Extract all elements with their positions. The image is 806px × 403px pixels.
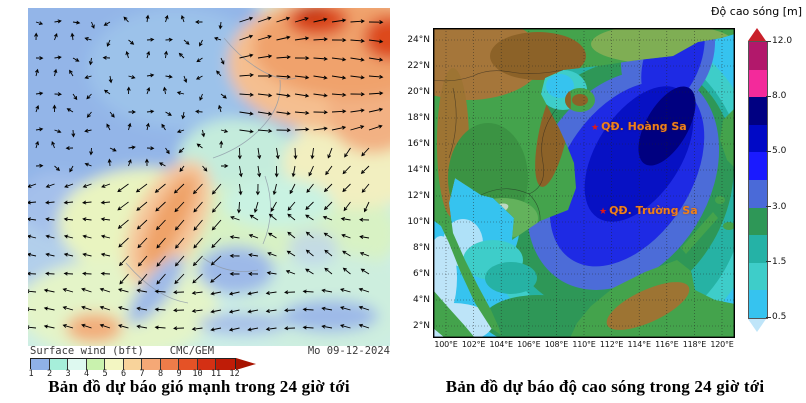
wave-colorbar-segment [749, 262, 767, 291]
wave-y-tick-label: 10°N [407, 217, 430, 227]
wave-colorbar [748, 28, 768, 332]
archipelago-label-text: QĐ. Hoàng Sa [601, 120, 687, 133]
wind-colorbar-segment [105, 359, 124, 370]
wind-colorbar-segment [49, 359, 68, 370]
archipelago-label: ★ QĐ. Hoàng Sa [591, 120, 687, 133]
wave-colorbar-segment [749, 207, 767, 236]
wave-colorbar-tick-label: 5.0 [772, 146, 787, 157]
wave-y-tick-label: 20°N [407, 87, 430, 97]
wind-colorbar-tick-label: 8 [157, 369, 164, 379]
wind-map-caption: Bản đồ dự báo gió mạnh trong 24 giờ tới [48, 377, 350, 396]
wave-y-tick-label: 24°N [407, 35, 430, 45]
wave-colorbar-tick-label: 0.5 [772, 312, 787, 322]
wave-x-tick-label: 120°E [710, 340, 734, 349]
wave-y-tick-label: 2°N [413, 321, 430, 331]
wave-x-tick-label: 114°E [627, 340, 652, 349]
archipelago-label-text: QĐ. Trường Sa [609, 204, 698, 217]
wave-y-tick-label: 14°N [407, 165, 430, 175]
wave-colorbar-tick-mark [766, 316, 771, 318]
wind-arrows [25, 14, 384, 332]
wind-colorbar-segments [30, 358, 236, 370]
wind-colorbar-tick-label: 9 [176, 369, 182, 379]
wave-map-caption: Bản đồ dự báo độ cao sóng trong 24 giờ t… [445, 377, 765, 396]
wind-date-label: Mo 09-12-2024 [307, 345, 390, 357]
wave-map-canvas [413, 0, 763, 353]
wave-colorbar-tick-mark [766, 206, 771, 208]
wave-colorbar-title: Độ cao sóng [m] [711, 5, 802, 18]
wave-colorbar-segment [749, 179, 767, 208]
wave-colorbar-segment [749, 152, 767, 180]
wind-colorbar-tick-label: 12 [229, 369, 240, 379]
wave-colorbar-segment [749, 42, 767, 70]
wind-colorbar-tick-label: 10 [192, 369, 203, 379]
map-frame [432, 27, 736, 339]
wind-colorbar-tick-label: 1 [28, 369, 34, 379]
wind-colorbar-segment [86, 359, 105, 370]
wave-x-tick-label: 118°E [682, 340, 707, 349]
wind-legend-label: Surface wind (bft) [30, 345, 144, 357]
wave-colorbar-segment [749, 97, 767, 125]
wind-legend-row: Surface wind (bft) CMC/GEM Mo 09-12-2024 [30, 345, 390, 358]
wave-y-tick-label: 4°N [413, 295, 430, 305]
wind-colorbar-segment [216, 359, 235, 370]
wind-colorbar [30, 358, 256, 370]
wind-map [0, 0, 458, 358]
wave-colorbar-arrow-top [748, 28, 766, 41]
wind-colorbar-segment [142, 359, 161, 370]
wave-y-tick-label: 8°N [413, 243, 430, 253]
wave-x-tick-label: 104°E [489, 340, 514, 349]
wind-colorbar-segment [197, 359, 216, 370]
archipelago-label: ★ QĐ. Trường Sa [599, 204, 698, 217]
wind-colorbar-tick-label: 3 [65, 369, 71, 379]
wave-colorbar-tick-label: 8.0 [772, 91, 787, 102]
island-marker-icon: ★ [599, 207, 608, 217]
wind-colorbar-tick-label: 6 [120, 369, 127, 379]
wave-colorbar-arrow-bottom [748, 318, 766, 332]
island-marker-icon: ★ [591, 123, 600, 133]
grid-lines [433, 28, 735, 338]
wind-colorbar-segment [179, 359, 198, 370]
wave-colorbar-tick-label: 3.0 [772, 201, 787, 212]
wind-colorbar-tick-label: 2 [46, 369, 53, 379]
wave-colorbar-segment [749, 290, 767, 318]
wave-colorbar-tick-label: 1.5 [772, 256, 787, 267]
wave-y-tick-label: 22°N [407, 61, 430, 71]
wind-colorbar-segment [123, 359, 142, 370]
wave-x-tick-label: 108°E [544, 340, 569, 349]
wind-colorbar-segment [68, 359, 87, 370]
wind-colorbar-segment [160, 359, 179, 370]
wave-colorbar-tick-mark [766, 95, 771, 97]
wave-colorbar-segments [748, 41, 768, 319]
wave-x-tick-label: 100°E [434, 340, 458, 349]
wave-x-tick-label: 116°E [655, 340, 679, 349]
wave-x-tick-label: 112°E [599, 340, 624, 349]
wind-colorbar-tick-label: 4 [83, 369, 90, 379]
wave-y-tick-label: 6°N [413, 269, 430, 279]
wind-model-label: CMC/GEM [169, 345, 215, 357]
wave-x-tick-label: 110°E [572, 340, 596, 349]
wind-colorbar-tick-label: 11 [210, 369, 222, 379]
wind-colorbar-tick-label: 7 [139, 369, 145, 379]
wind-colorbar-tick-label: 5 [102, 369, 108, 379]
wind-colorbar-arrow [235, 358, 256, 370]
wave-colorbar-segment [749, 69, 767, 98]
wind-colorbar-ticks: 1 2 3 4 5 6 7 8 9 10 11 12 [28, 369, 270, 379]
wave-colorbar-tick-mark [766, 40, 771, 42]
wave-y-tick-label: 18°N [407, 113, 430, 123]
wave-colorbar-tick-mark [766, 261, 771, 263]
wave-colorbar-segment [749, 124, 767, 153]
wave-map: ★ QĐ. Hoàng Sa ★ QĐ. Trường Sa [413, 0, 763, 353]
wave-colorbar-tick-mark [766, 150, 771, 152]
wave-colorbar-tick-label: 12.0 [772, 36, 793, 46]
wave-y-tick-label: 12°N [407, 191, 430, 201]
wave-colorbar-segment [749, 235, 767, 263]
wind-colorbar-segment [31, 359, 50, 370]
wave-x-tick-label: 106°E [517, 340, 541, 349]
wind-map-canvas [0, 0, 458, 358]
wave-y-tick-label: 16°N [407, 139, 430, 149]
wave-x-tick-label: 102°E [461, 340, 486, 349]
